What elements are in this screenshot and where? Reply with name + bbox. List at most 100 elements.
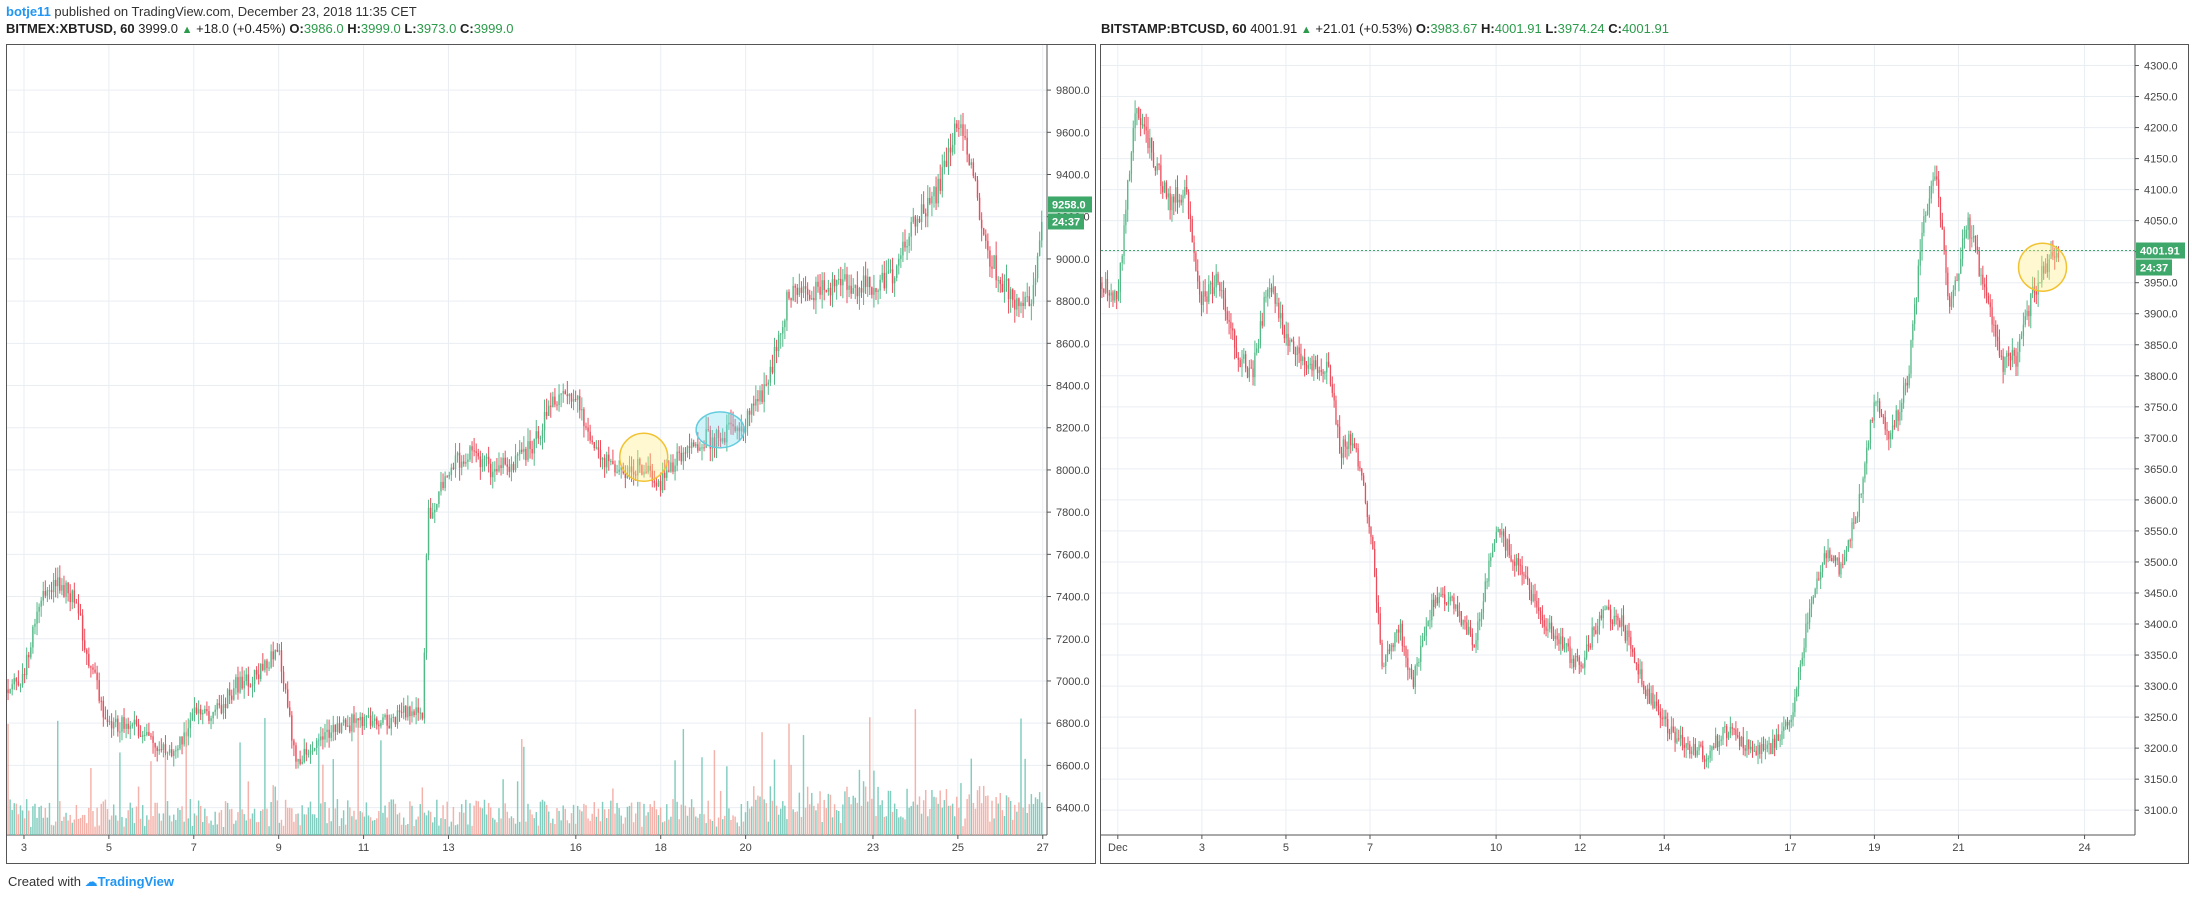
candle-body [850, 285, 852, 294]
candle-body [1941, 219, 1943, 230]
volume-bar [1040, 802, 1043, 835]
candle-body [1829, 550, 1831, 558]
candle-body [1689, 744, 1691, 754]
candle-body [1711, 746, 1713, 751]
volume-bar [458, 812, 461, 835]
volume-bar [734, 816, 736, 835]
candle-body [1849, 540, 1851, 542]
candle-body [1541, 614, 1544, 621]
candle-body [881, 272, 883, 280]
candle-body [1777, 734, 1779, 741]
tradingview-logo-icon[interactable]: ☁ [84, 874, 98, 889]
candle-body [489, 463, 492, 478]
candle-body [1230, 321, 1232, 329]
candle-body [1423, 635, 1426, 640]
chart-header-right: BITSTAMP:BTCUSD, 60 4001.91 ▲ +21.01 (+0… [1101, 21, 1669, 36]
volume-bar [750, 806, 753, 835]
candle-body [1696, 750, 1698, 756]
candle-body [734, 426, 736, 431]
volume-bar [9, 799, 11, 835]
x-tick-label: 19 [1868, 842, 1880, 854]
candle-body [402, 705, 405, 713]
chart-panel-bitmex[interactable]: 6400.0 6600.0 6800.0 7000.0 7200.0 7400.0 7600… [6, 44, 1096, 864]
candle-body [1820, 571, 1822, 580]
volume-bar [318, 733, 320, 835]
candle-body [226, 689, 229, 708]
volume-bar [166, 801, 169, 835]
candle-body [993, 255, 995, 269]
candle-body [728, 422, 730, 425]
candle-body [46, 590, 49, 596]
candle-body [1469, 626, 1472, 634]
candle-body [1759, 745, 1761, 755]
volume-bar [987, 795, 989, 835]
candle-body [69, 593, 71, 603]
candle-body [869, 276, 871, 288]
volume-bar [678, 819, 680, 835]
volume-bar [846, 786, 848, 835]
candle-body [1484, 581, 1486, 602]
candle-body [1880, 413, 1883, 417]
candle-body [1245, 354, 1247, 369]
candle-body [595, 447, 598, 449]
candle-body [1521, 565, 1523, 575]
close-label: C: [1608, 21, 1622, 36]
y-tick-label: 8200.0 [1056, 423, 1090, 435]
candle-body [1506, 539, 1509, 551]
candle-body [427, 507, 430, 556]
candle-body [1519, 564, 1521, 566]
candle-body [1845, 550, 1848, 558]
volume-bar [193, 813, 196, 835]
volume-bar [572, 804, 575, 835]
volume-bar [541, 799, 544, 835]
candle-body [1720, 739, 1722, 742]
candle-body [918, 218, 921, 223]
candlestick-chart-bitstamp[interactable]: 3100.03150.03200.03250.03300.03350.03400… [1101, 45, 2188, 863]
candle-body [1552, 633, 1555, 639]
candle-body [875, 288, 877, 292]
volume-bar [1030, 794, 1033, 835]
candle-body [1182, 195, 1184, 203]
candle-body [601, 457, 604, 460]
volume-bar [943, 800, 946, 835]
volume-bar [183, 821, 185, 835]
candle-body [127, 723, 129, 729]
candle-body [690, 442, 693, 448]
candle-body [527, 441, 529, 461]
candlestick-chart-bitmex[interactable]: 6400.06600.06800.07000.07200.07400.07600… [7, 45, 1095, 863]
author-name[interactable]: botje11 [6, 4, 51, 19]
candle-body [1764, 748, 1767, 750]
candle-body [1678, 738, 1680, 740]
candle-body [1930, 185, 1932, 199]
candle-body [438, 491, 440, 504]
volume-bar [135, 806, 138, 835]
candle-body [1235, 347, 1238, 358]
chart-panel-bitstamp[interactable]: 3100.0 3150.0 3200.0 3250.0 3300.0 3350.0 3400… [1100, 44, 2189, 864]
candle-body [581, 409, 583, 411]
volume-bar [982, 785, 985, 835]
volume-bar [641, 826, 643, 835]
candle-body [516, 454, 519, 456]
candle-body [1550, 622, 1553, 634]
candle-body [999, 279, 1002, 284]
candle-body [295, 745, 297, 762]
candle-body [1991, 307, 1993, 325]
volume-bar [154, 802, 156, 835]
volume-bar [83, 814, 86, 835]
candle-body [1210, 282, 1212, 285]
candle-body [1139, 118, 1142, 125]
volume-bar [680, 804, 683, 835]
candle-body [1757, 745, 1759, 756]
volume-bar [380, 740, 382, 835]
candle-body [1508, 539, 1510, 556]
volume-bar [920, 813, 923, 835]
volume-bar [881, 800, 883, 835]
candle-body [769, 366, 772, 383]
candle-body [429, 507, 432, 519]
candle-body [1154, 166, 1157, 171]
volume-bar [40, 805, 42, 835]
candle-body [342, 719, 345, 723]
candle-body [1250, 367, 1252, 369]
volume-bar [815, 810, 817, 835]
tradingview-brand[interactable]: TradingView [97, 874, 174, 889]
